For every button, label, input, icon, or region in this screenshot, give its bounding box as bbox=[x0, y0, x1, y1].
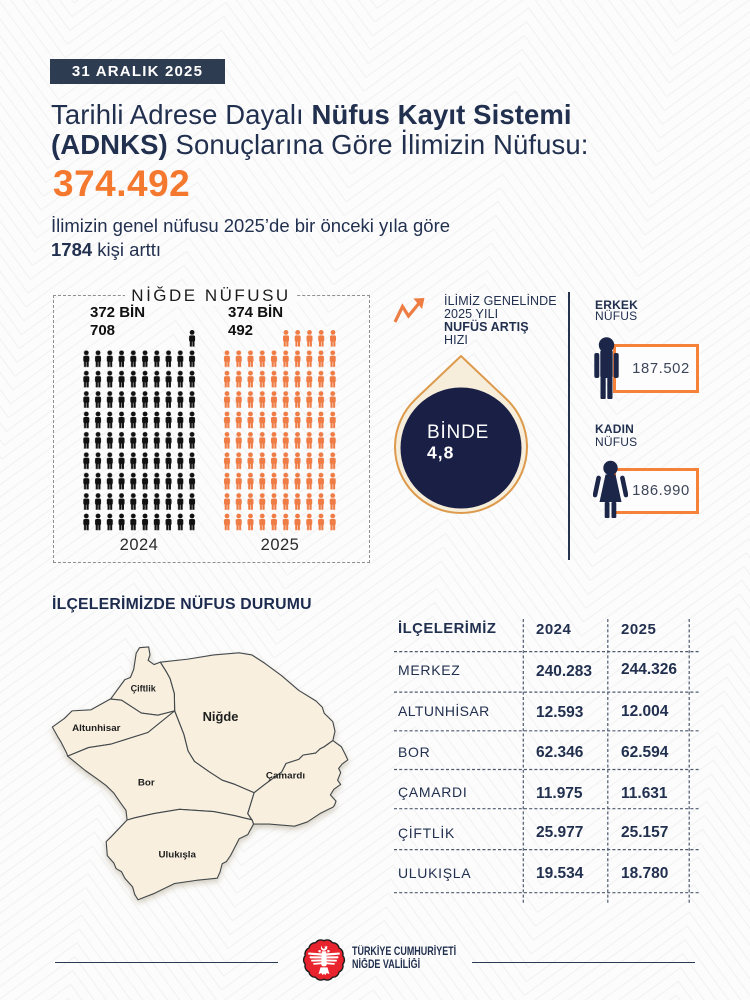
svg-text:4,8: 4,8 bbox=[427, 443, 454, 463]
svg-text:Çiftlik: Çiftlik bbox=[131, 684, 156, 694]
svg-text:Altunhisar: Altunhisar bbox=[72, 723, 121, 734]
svg-text:BİNDE: BİNDE bbox=[427, 422, 489, 443]
svg-text:Niğde: Niğde bbox=[203, 709, 239, 724]
svg-text:Bor: Bor bbox=[138, 778, 155, 789]
svg-text:Ulukışla: Ulukışla bbox=[158, 850, 196, 861]
svg-text:Çamardı: Çamardı bbox=[266, 771, 305, 782]
